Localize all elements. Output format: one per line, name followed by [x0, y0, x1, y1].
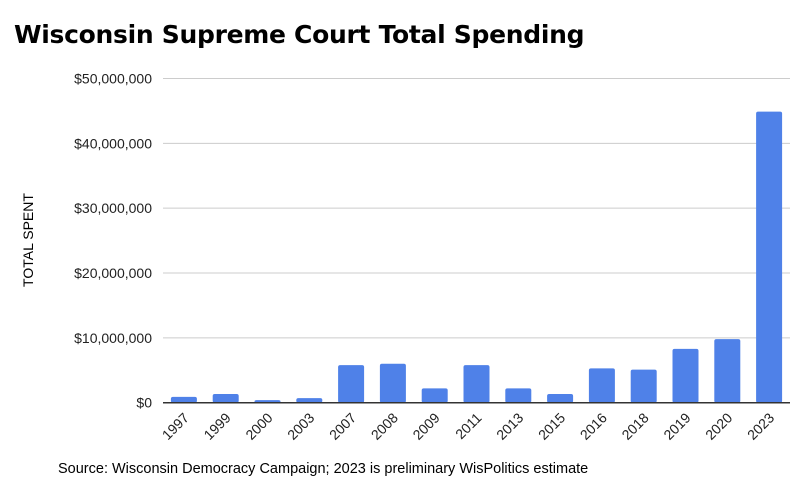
y-tick-label: $10,000,000 — [74, 330, 152, 346]
x-tick-label: 2018 — [618, 409, 651, 442]
x-tick-label: 1999 — [200, 409, 233, 442]
x-tick-label: 2011 — [452, 409, 485, 442]
bar-2003 — [296, 398, 323, 403]
x-tick-label: 2008 — [368, 409, 401, 442]
y-tick-label: $50,000,000 — [74, 71, 152, 87]
x-tick-label: 2019 — [660, 409, 693, 442]
bar-2007 — [338, 365, 365, 403]
x-tick-label: 2007 — [326, 409, 359, 442]
bar-2020 — [714, 339, 741, 403]
x-tick-label: 2015 — [535, 409, 568, 442]
bar-2008 — [379, 363, 406, 403]
x-tick-label: 2009 — [409, 409, 442, 442]
y-axis-label: TOTAL SPENT — [20, 193, 36, 287]
bar-1999 — [212, 393, 239, 403]
bar-2011 — [463, 365, 490, 403]
x-tick-label: 2020 — [702, 409, 735, 442]
x-tick-label: 2013 — [493, 409, 526, 442]
bar-2019 — [672, 348, 699, 403]
x-tick-label: 2003 — [284, 409, 317, 442]
bar-2016 — [588, 368, 615, 403]
y-tick-label: $40,000,000 — [74, 135, 152, 151]
bar-2013 — [505, 388, 532, 403]
y-tick-label: $0 — [136, 395, 152, 411]
y-tick-label: $30,000,000 — [74, 200, 152, 216]
bar-2015 — [547, 393, 574, 403]
x-tick-label: 2023 — [744, 409, 777, 442]
bar-2023 — [756, 111, 783, 403]
x-tick-label: 1997 — [159, 409, 192, 442]
bar-2009 — [421, 388, 448, 403]
bar-1997 — [170, 396, 197, 403]
x-tick-label: 2000 — [242, 409, 275, 442]
y-tick-label: $20,000,000 — [74, 265, 152, 281]
bar-2018 — [630, 369, 657, 403]
x-tick-label: 2016 — [577, 409, 610, 442]
source-note: Source: Wisconsin Democracy Campaign; 20… — [58, 461, 589, 477]
chart-title: Wisconsin Supreme Court Total Spending — [14, 20, 585, 49]
